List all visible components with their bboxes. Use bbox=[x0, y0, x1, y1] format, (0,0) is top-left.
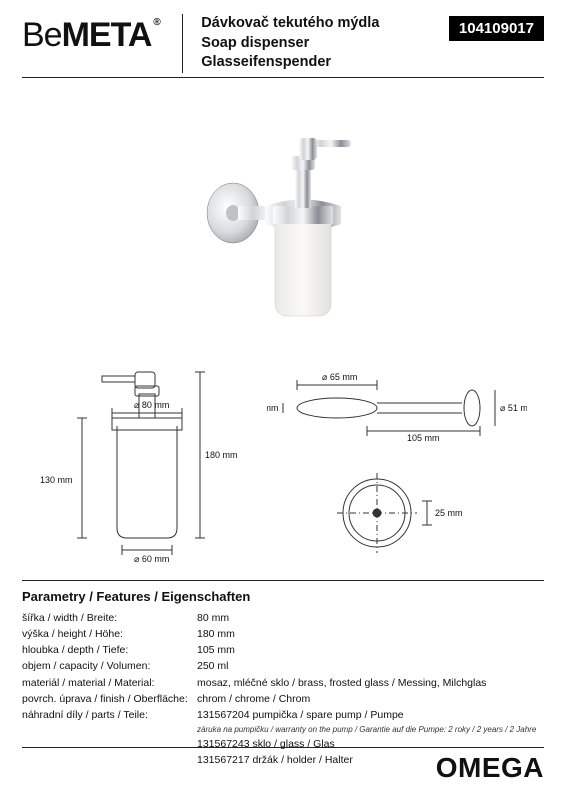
param-key: materiál / material / Material: bbox=[22, 675, 197, 691]
param-key: náhradní díly / parts / Teile: bbox=[22, 707, 197, 723]
dim-180: 180 mm bbox=[205, 450, 238, 460]
warranty-note: záruka na pumpičku / warranty on the pum… bbox=[197, 724, 544, 736]
title-en: Soap dispenser bbox=[201, 34, 437, 54]
product-titles: Dávkovač tekutého mýdla Soap dispenser G… bbox=[201, 14, 437, 73]
section-title: Parametry / Features / Eigenschaften bbox=[22, 580, 544, 604]
param-val: 80 mm bbox=[197, 610, 544, 626]
brand-reg: ® bbox=[153, 18, 159, 28]
parameters-table: šířka / width / Breite:80 mm výška / hei… bbox=[22, 610, 544, 769]
technical-diagrams: ⌀ 80 mm ⌀ 60 mm 180 mm 130 mm bbox=[22, 358, 544, 568]
brand-main: META bbox=[62, 18, 152, 52]
param-key: výška / height / Höhe: bbox=[22, 626, 197, 642]
param-val: 131567204 pumpička / spare pump / Pumpe bbox=[197, 707, 544, 723]
title-cs: Dávkovač tekutého mýdla bbox=[201, 14, 437, 34]
product-photo bbox=[183, 98, 383, 338]
dim-51: ⌀ 51 mm bbox=[500, 403, 527, 413]
param-val: 250 ml bbox=[197, 658, 544, 674]
brand-prefix: Be bbox=[22, 18, 62, 52]
dim-25: 25 mm bbox=[435, 508, 463, 518]
param-val: chrom / chrome / Chrom bbox=[197, 691, 544, 707]
header: BeMETA® Dávkovač tekutého mýdla Soap dis… bbox=[22, 0, 544, 78]
param-key: povrch. úprava / finish / Oberfläche: bbox=[22, 691, 197, 707]
param-key: šířka / width / Breite: bbox=[22, 610, 197, 626]
dim-130: 130 mm bbox=[40, 475, 73, 485]
brand-logo: BeMETA® bbox=[22, 14, 160, 52]
param-val: 180 mm bbox=[197, 626, 544, 642]
diagram-top: ⌀ 65 mm ⌀ 51 mm 105 mm 13 mm bbox=[267, 363, 527, 443]
dim-105: 105 mm bbox=[407, 433, 440, 443]
product-code: 104109017 bbox=[449, 16, 544, 41]
title-de: Glasseifenspender bbox=[201, 53, 437, 73]
product-photo-area bbox=[22, 88, 544, 348]
datasheet-page: BeMETA® Dávkovač tekutého mýdla Soap dis… bbox=[0, 0, 566, 800]
param-key: objem / capacity / Volumen: bbox=[22, 658, 197, 674]
param-val: 105 mm bbox=[197, 642, 544, 658]
diagram-front: ⌀ 80 mm ⌀ 60 mm 180 mm 130 mm bbox=[22, 358, 242, 568]
param-val: mosaz, mléčné sklo / brass, frosted glas… bbox=[197, 675, 544, 691]
diagram-front-circle: 25 mm bbox=[307, 463, 487, 563]
param-key: hloubka / depth / Tiefe: bbox=[22, 642, 197, 658]
dim-60: ⌀ 60 mm bbox=[134, 554, 169, 564]
header-separator bbox=[182, 14, 184, 73]
dim-80: ⌀ 80 mm bbox=[134, 400, 169, 410]
series-name: OMEGA bbox=[22, 747, 544, 784]
dim-13: 13 mm bbox=[267, 403, 279, 413]
dim-65: ⌀ 65 mm bbox=[322, 372, 357, 382]
